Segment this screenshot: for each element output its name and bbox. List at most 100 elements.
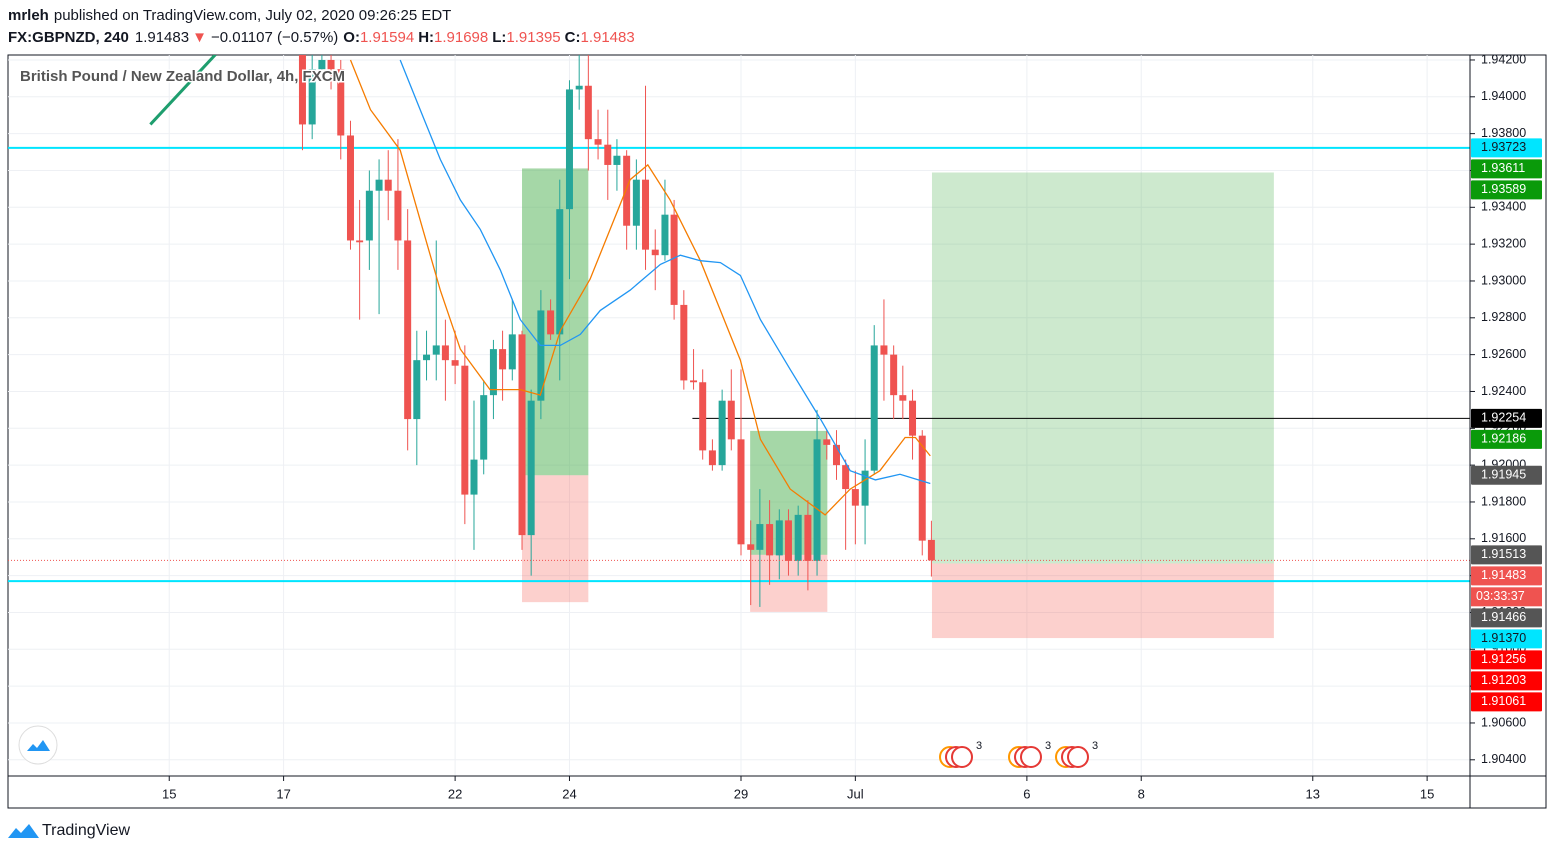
candle-body (699, 382, 707, 451)
candle-body (356, 240, 364, 243)
candle-body (394, 190, 402, 241)
x-tick-label: 13 (1306, 786, 1320, 801)
event-marker[interactable]: 3 (1055, 740, 1098, 768)
watermark-logo[interactable] (18, 725, 58, 765)
y-tick-label: 1.92400 (1481, 384, 1526, 398)
y-tick-label: 1.90400 (1481, 752, 1526, 766)
x-tick-label: 8 (1138, 786, 1145, 801)
candle-body (756, 524, 764, 550)
candle-body (794, 514, 802, 561)
candle-body (423, 354, 431, 361)
candle-body (413, 360, 421, 420)
candle-body (604, 144, 612, 165)
loss-zone (931, 563, 1274, 639)
ohlc-key: O: (343, 29, 360, 46)
ohlc-key: H: (418, 29, 434, 46)
price-badge-label: 1.92254 (1481, 411, 1526, 425)
price-badge (1471, 429, 1542, 449)
price-badge-label: 1.93589 (1481, 182, 1526, 196)
candle-body (832, 444, 840, 466)
candle-body (623, 155, 631, 226)
ohlc-value: 1.91395 (506, 29, 560, 46)
countdown-badge (1471, 587, 1542, 607)
candle-body (518, 334, 526, 536)
ohlc-value: 1.91594 (360, 29, 414, 46)
candle-body (642, 179, 650, 250)
candle-body (661, 214, 669, 256)
event-flag (1067, 746, 1089, 768)
candle-body (365, 190, 373, 241)
candle-body (718, 400, 726, 466)
candle-body (508, 334, 516, 370)
price-badge (1471, 566, 1542, 586)
event-flag (1020, 746, 1042, 768)
candle-body (575, 85, 583, 90)
event-count: 3 (1092, 740, 1098, 752)
price-badge-label: 1.92186 (1481, 432, 1526, 446)
candle-body (842, 465, 850, 490)
candle-body (346, 135, 354, 241)
event-flag (951, 746, 973, 768)
grid (8, 55, 1470, 776)
price-badge-label: 1.91466 (1481, 610, 1526, 624)
event-marker[interactable]: 3 (1008, 740, 1051, 768)
price-badge-label: 1.91945 (1481, 468, 1526, 482)
y-tick-label: 1.93800 (1481, 126, 1526, 140)
y-tick-label: 1.90600 (1481, 715, 1526, 729)
candle-body (927, 539, 935, 561)
candle-body (861, 470, 869, 506)
candle-body (565, 89, 573, 210)
price-badge (1471, 465, 1542, 485)
price: 1.91483 (135, 29, 189, 46)
candle-body (651, 249, 659, 256)
candle-body (308, 69, 316, 125)
price-badge (1471, 159, 1542, 179)
candle-body (527, 400, 535, 536)
candle-body (613, 155, 621, 165)
x-tick-label: 15 (162, 786, 176, 801)
published: published on TradingView.com, July 02, 2… (54, 7, 451, 24)
price-badge-label: 1.91256 (1481, 652, 1526, 666)
candle-body (584, 85, 592, 140)
change: −0.01107 (−0.57%) (211, 29, 338, 46)
author: mrleh (8, 7, 49, 24)
y-tick-label: 1.91800 (1481, 494, 1526, 508)
price-badge-label: 1.91483 (1481, 568, 1526, 582)
price-badge (1471, 180, 1542, 200)
candle-body (766, 524, 774, 556)
candle-body (489, 349, 497, 396)
price-badge (1471, 408, 1542, 428)
candle-body (537, 310, 545, 401)
footer-brand: TradingView (42, 822, 130, 839)
candle-body (890, 354, 898, 396)
candle-body (804, 514, 812, 561)
price-badge-label: 1.91513 (1481, 547, 1526, 561)
legend: British Pound / New Zealand Dollar, 4h, … (20, 68, 345, 85)
event-count: 3 (976, 740, 982, 752)
candle-body (899, 395, 907, 401)
profit-zone (931, 172, 1274, 564)
y-tick-label: 1.93000 (1481, 273, 1526, 287)
candle-body (318, 59, 326, 70)
candle-body (708, 450, 716, 466)
y-tick-label: 1.93400 (1481, 200, 1526, 214)
symbol: FX:GBPNZD, 240 (8, 29, 129, 46)
candle-body (441, 345, 449, 361)
symbol-line: FX:GBPNZD, 240 1.91483 ▼ −0.01107 (−0.57%) O… (8, 29, 635, 46)
candle-body (823, 439, 831, 445)
price-badge-label: 1.91370 (1481, 631, 1526, 645)
price-badge-label: 1.91061 (1481, 694, 1526, 708)
candle-body (547, 310, 555, 335)
candle-body (451, 360, 459, 366)
price-badge (1471, 545, 1542, 565)
candle-body (499, 349, 507, 370)
candle-body (813, 439, 821, 561)
event-count: 3 (1045, 740, 1051, 752)
price-badge (1471, 671, 1542, 691)
candle-body (909, 400, 917, 436)
moving-average (399, 59, 931, 485)
x-tick-label: Jul (847, 786, 864, 801)
price-badge-label: 1.93723 (1481, 140, 1526, 154)
event-marker[interactable]: 3 (939, 740, 982, 768)
